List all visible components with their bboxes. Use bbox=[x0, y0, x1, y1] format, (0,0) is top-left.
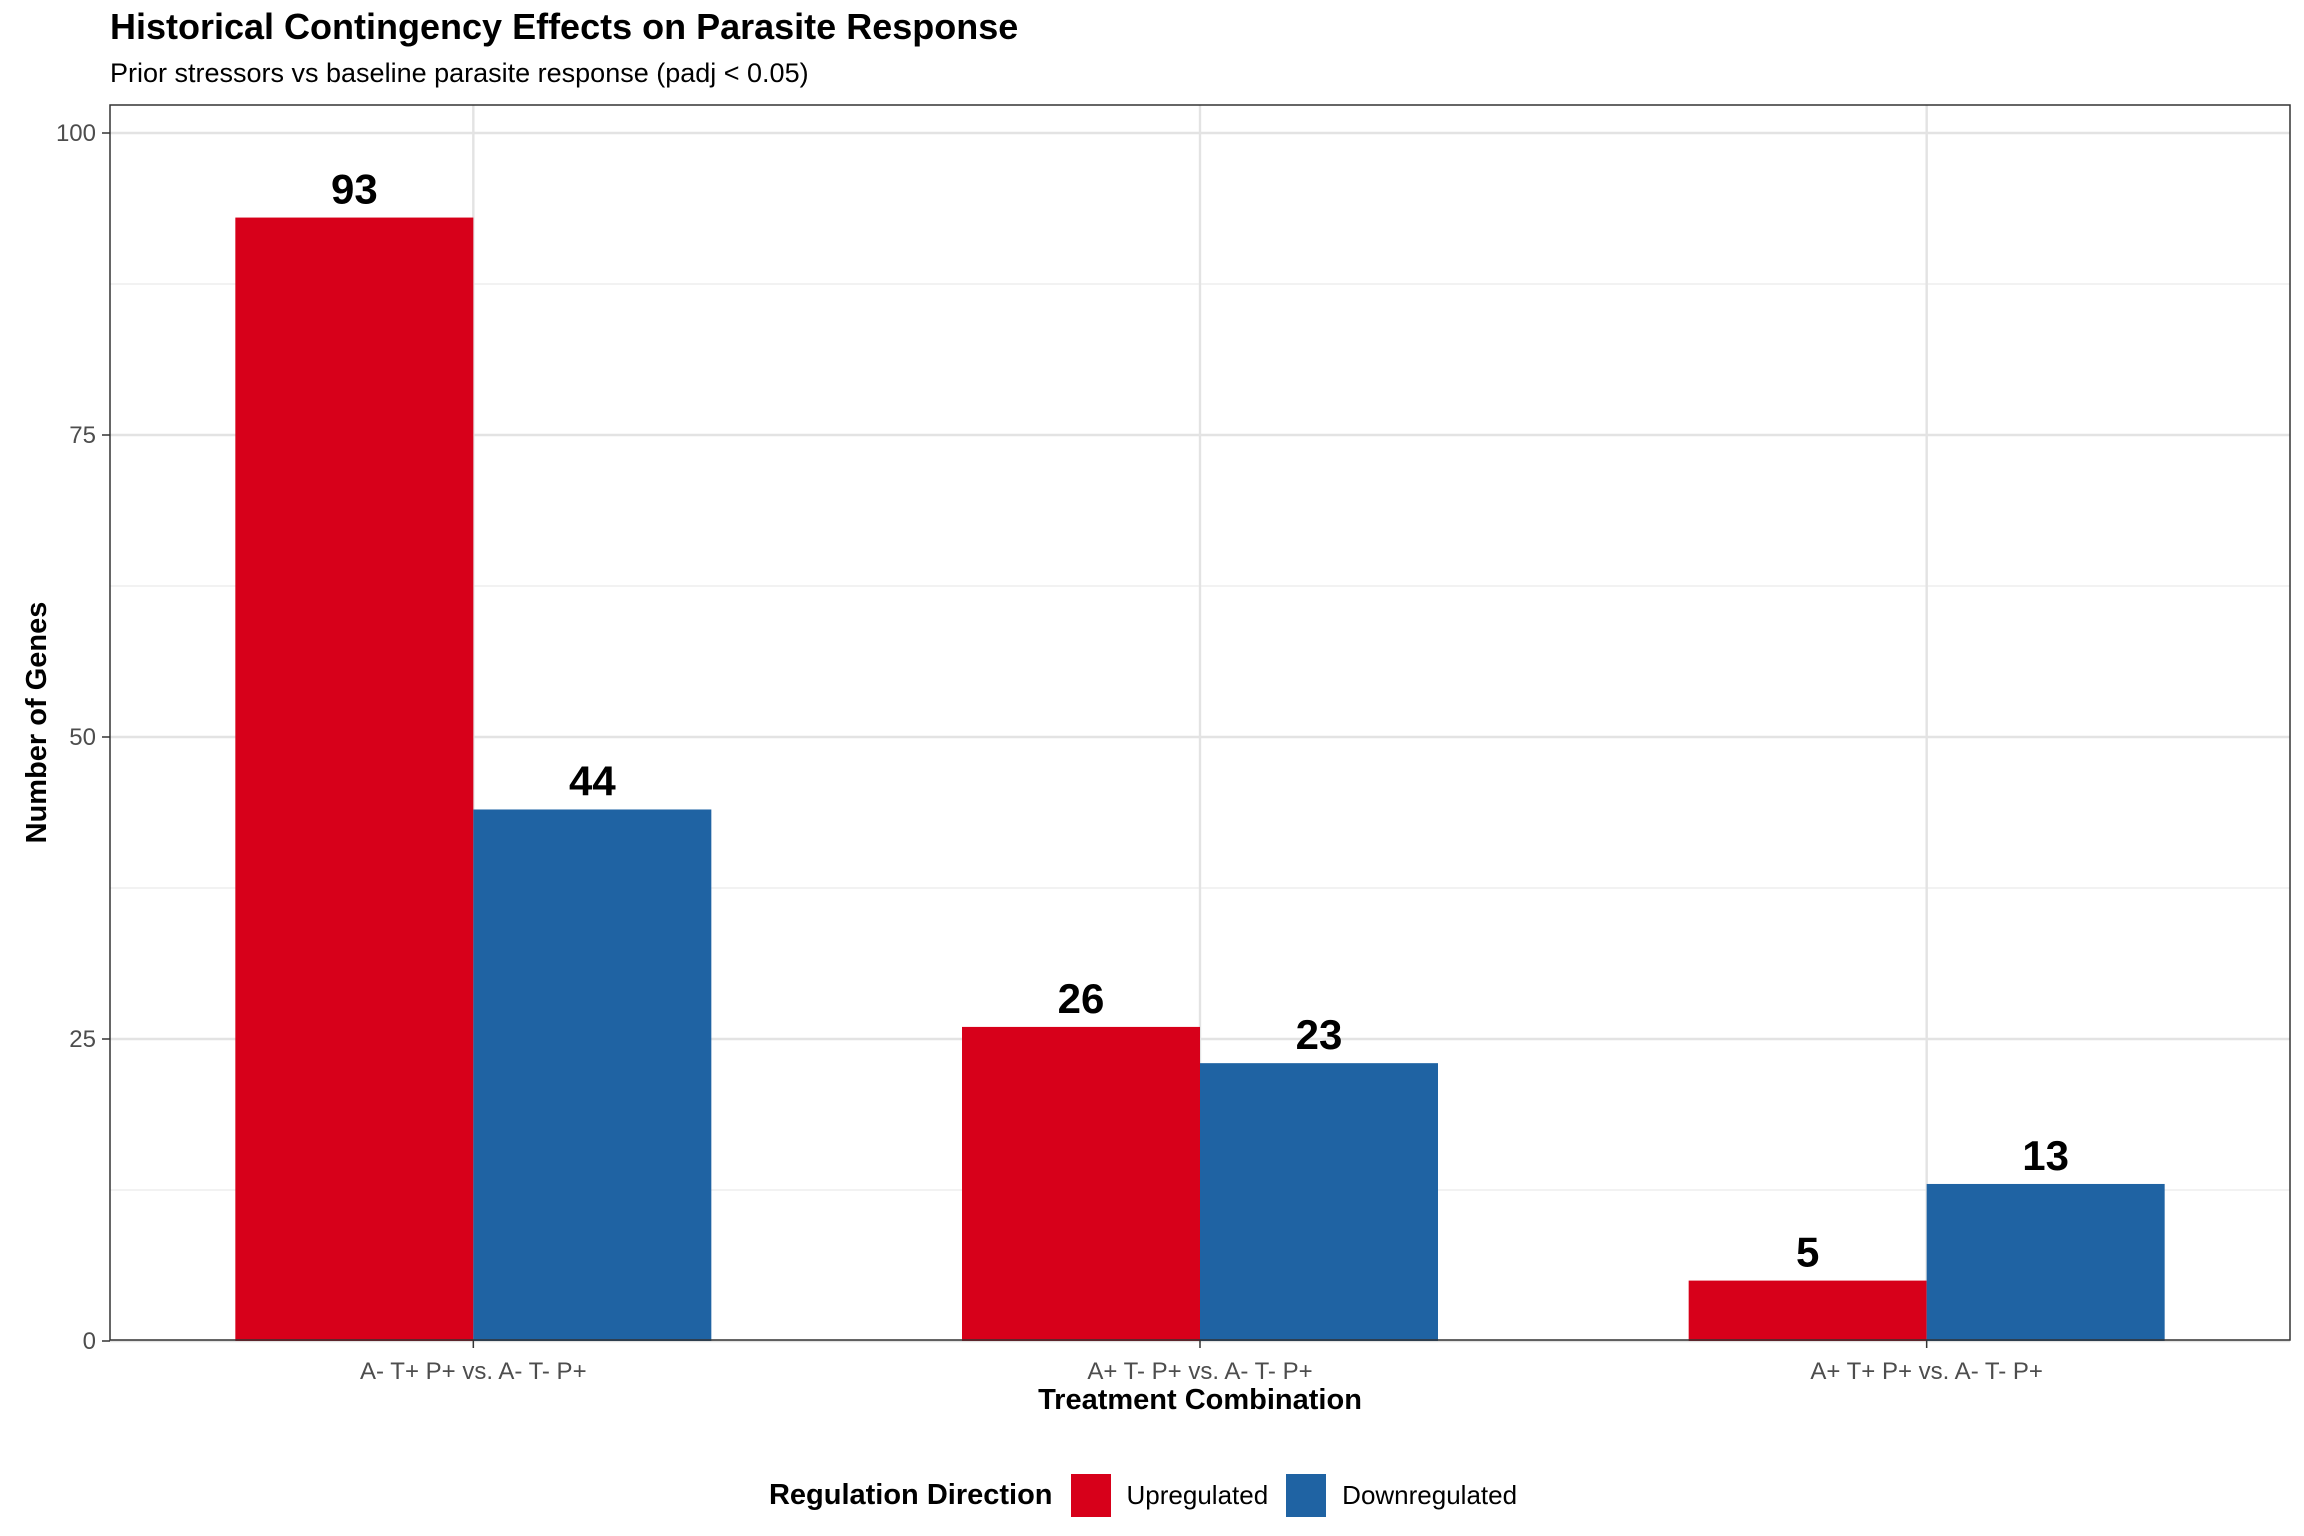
y-tick-label: 25 bbox=[69, 1026, 96, 1053]
data-label-downregulated-1: 44 bbox=[569, 757, 616, 804]
chart-title: Historical Contingency Effects on Parasi… bbox=[110, 6, 1019, 47]
x-tick-label: A+ T- P+ vs. A- T- P+ bbox=[1087, 1358, 1312, 1385]
y-tick-label: 75 bbox=[69, 422, 96, 449]
data-label-upregulated-1: 93 bbox=[331, 166, 378, 213]
data-label-upregulated-2: 26 bbox=[1058, 975, 1105, 1022]
data-label-upregulated-3: 5 bbox=[1796, 1229, 1819, 1276]
x-tick-label: A+ T+ P+ vs. A- T- P+ bbox=[1810, 1358, 2043, 1385]
data-label-downregulated-3: 13 bbox=[2022, 1132, 2069, 1179]
bar-downregulated-1 bbox=[473, 809, 712, 1341]
legend-label-downregulated: Downregulated bbox=[1342, 1479, 1518, 1510]
legend-label-upregulated: Upregulated bbox=[1126, 1479, 1269, 1510]
axes: 0 25 50 75 100 A- T+ P+ vs. A- T- P+ A+ T- P+ … bbox=[56, 120, 2043, 1385]
legend-title: Regulation Direction bbox=[768, 1478, 1053, 1511]
y-tick-label: 100 bbox=[56, 120, 96, 147]
data-label-downregulated-2: 23 bbox=[1296, 1011, 1343, 1058]
y-tick-label: 0 bbox=[83, 1328, 96, 1355]
bar-upregulated-1 bbox=[235, 217, 474, 1341]
legend-item-downregulated: Downregulated bbox=[1286, 1473, 1518, 1517]
chart-subtitle: Prior stressors vs baseline parasite res… bbox=[110, 58, 809, 88]
y-tick-label: 50 bbox=[69, 724, 96, 751]
legend-swatch-downregulated bbox=[1286, 1473, 1327, 1517]
x-axis-title: Treatment Combination bbox=[1038, 1384, 1362, 1416]
bar-upregulated-3 bbox=[1688, 1280, 1927, 1341]
x-tick-label: A- T+ P+ vs. A- T- P+ bbox=[360, 1358, 587, 1385]
bars bbox=[235, 217, 2165, 1341]
legend: Regulation Direction Upregulated Downreg… bbox=[0, 1465, 2304, 1525]
y-axis-title: Number of Genes bbox=[21, 602, 53, 844]
bar-downregulated-2 bbox=[1200, 1063, 1438, 1341]
legend-item-upregulated: Upregulated bbox=[1070, 1473, 1269, 1517]
bar-upregulated-2 bbox=[962, 1026, 1200, 1341]
legend-swatch-upregulated bbox=[1070, 1473, 1111, 1517]
data-labels: 93 26 5 44 23 13 bbox=[331, 166, 2069, 1276]
bar-downregulated-3 bbox=[1926, 1183, 2165, 1341]
